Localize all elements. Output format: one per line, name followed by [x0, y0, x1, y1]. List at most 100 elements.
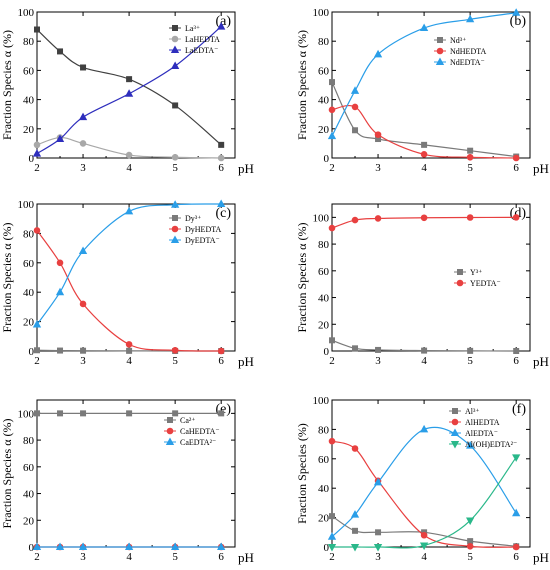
data-point — [419, 542, 429, 551]
data-point — [373, 49, 383, 58]
data-point — [328, 106, 336, 114]
data-point — [33, 227, 41, 234]
data-point — [79, 140, 87, 147]
x-tick-label: 2 — [34, 551, 40, 563]
y-tick-label: 100 — [18, 7, 35, 19]
data-point — [512, 543, 520, 551]
x-tick-label: 6 — [513, 162, 519, 174]
x-tick-label: 2 — [34, 162, 40, 174]
y-axis-label: Fraction Species (%) — [295, 423, 309, 524]
data-point — [465, 517, 475, 526]
series-line — [36, 203, 222, 325]
data-point — [32, 542, 42, 550]
legend-label: AlEDTA⁻ — [465, 429, 498, 438]
data-point — [350, 544, 360, 552]
data-point — [466, 214, 474, 221]
data-point — [513, 348, 520, 354]
data-point — [218, 410, 225, 417]
data-point — [512, 154, 520, 162]
data-point — [171, 346, 179, 354]
data-point — [375, 529, 382, 536]
legend-marker — [170, 45, 180, 53]
y-tick-label: 80 — [318, 36, 330, 48]
y-tick-label: 20 — [318, 513, 330, 525]
legend-marker — [171, 35, 179, 43]
plot-frame — [36, 11, 236, 159]
data-point — [33, 141, 41, 149]
y-tick-label: 100 — [18, 199, 35, 211]
y-tick-label: 80 — [318, 239, 330, 251]
x-tick-label: 3 — [80, 355, 86, 367]
data-point — [172, 102, 179, 109]
legend-label: La³⁺ — [185, 24, 200, 33]
y-tick-label: 60 — [23, 462, 35, 474]
legend-marker — [435, 57, 445, 65]
data-point — [419, 23, 429, 32]
data-point — [170, 542, 180, 550]
data-point — [421, 141, 428, 148]
data-point — [79, 300, 87, 308]
data-point — [78, 542, 88, 550]
x-tick-label: 2 — [329, 355, 335, 367]
data-point — [420, 531, 428, 539]
data-point — [217, 199, 226, 207]
x-tick-label: 4 — [126, 355, 132, 367]
legend-marker — [452, 408, 458, 414]
legend-marker — [172, 25, 178, 31]
data-point — [125, 151, 133, 159]
y-tick-label: 20 — [318, 319, 330, 331]
x-tick-label: 2 — [34, 355, 40, 367]
legend-marker — [436, 47, 444, 55]
data-point — [80, 410, 87, 417]
data-point — [512, 8, 521, 16]
y-tick-label: 100 — [313, 7, 330, 19]
y-tick-label: 0 — [324, 346, 330, 358]
legend-marker — [456, 279, 464, 287]
data-point — [57, 347, 64, 354]
legend-label: Nd³⁺ — [450, 36, 466, 45]
legend-label: Dy³⁺ — [185, 214, 201, 223]
x-tick-label: 6 — [218, 355, 224, 367]
data-point — [80, 64, 87, 71]
legend-label: DyEDTA⁻ — [185, 236, 220, 245]
data-point — [329, 513, 335, 520]
data-point — [329, 79, 335, 86]
x-tick-label: 3 — [375, 551, 381, 563]
legend-label: DyHEDTA — [185, 225, 221, 234]
data-point — [512, 454, 521, 462]
data-point — [124, 89, 134, 97]
y-tick-label: 60 — [23, 65, 35, 77]
legend-label: CaHEDTA⁻ — [180, 427, 220, 436]
x-tick-label: 4 — [421, 355, 427, 367]
y-tick-label: 40 — [318, 293, 330, 305]
data-point — [32, 320, 42, 328]
y-tick-label: 100 — [18, 408, 35, 420]
data-point — [512, 214, 520, 221]
legend-label: Al(OH)EDTA²⁻ — [465, 440, 517, 449]
legend-label: AlHEDTA — [465, 418, 500, 427]
legend-marker — [450, 441, 460, 449]
y-tick-label: 40 — [23, 489, 35, 501]
x-tick-label: 4 — [421, 551, 427, 563]
legend-label: Al³⁺ — [465, 407, 480, 416]
data-point — [327, 544, 337, 552]
data-point — [34, 410, 40, 417]
data-point — [171, 153, 179, 161]
x-axis-label: pH — [533, 354, 549, 369]
data-point — [34, 347, 40, 354]
legend-marker — [170, 235, 180, 243]
y-tick-label: 80 — [318, 424, 330, 436]
x-tick-label: 6 — [513, 551, 519, 563]
y-tick-label: 0 — [29, 153, 35, 165]
data-point — [467, 347, 474, 354]
legend-marker — [172, 215, 178, 221]
data-point — [55, 134, 65, 143]
series-line — [36, 230, 222, 352]
x-tick-label: 3 — [375, 355, 381, 367]
x-tick-label: 6 — [218, 551, 224, 563]
